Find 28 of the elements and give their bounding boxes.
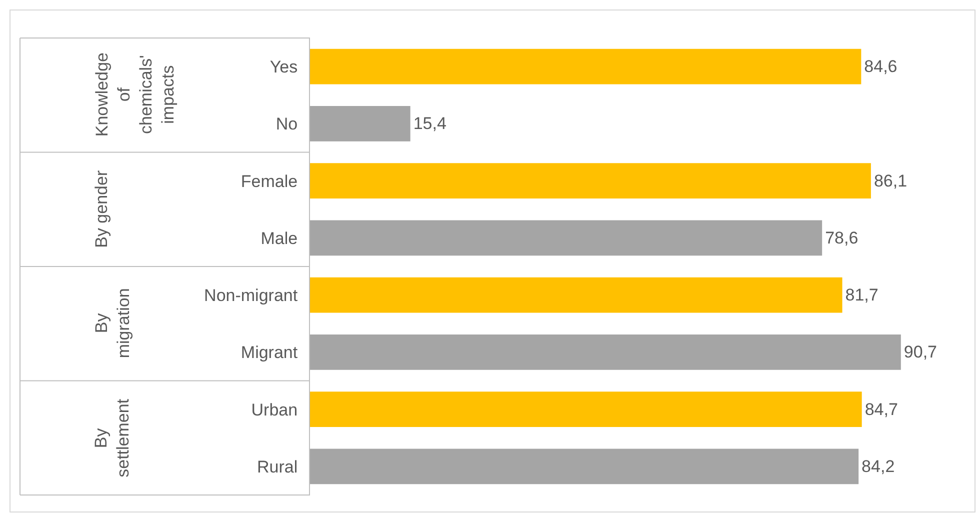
bar <box>310 106 410 142</box>
text: By migration <box>92 288 133 358</box>
data-label: 78,6 <box>825 228 858 248</box>
text: By settlement <box>92 398 133 478</box>
y-tick-label: Male <box>260 228 298 248</box>
y-tick-label: No <box>276 114 298 134</box>
data-label: 84,2 <box>862 456 895 476</box>
data-label: 81,7 <box>845 286 878 305</box>
y-tick-label: Rural <box>256 457 298 476</box>
data-label: 15,4 <box>413 114 446 134</box>
y-tick-label: Urban <box>251 400 298 420</box>
y-tick-label: Migrant <box>240 343 298 362</box>
bar <box>310 392 862 428</box>
bar <box>310 277 842 313</box>
y-tick-label: Yes <box>270 58 298 77</box>
data-label: 90,7 <box>904 342 938 362</box>
text: Knowledge of chemicals' impacts <box>92 52 178 137</box>
bar <box>310 448 859 484</box>
bar <box>310 334 901 370</box>
data-label: 84,6 <box>864 57 898 76</box>
y-tick-label: Female <box>240 172 298 191</box>
data-label: 86,1 <box>874 171 908 190</box>
bar <box>310 163 871 199</box>
bar <box>310 220 822 256</box>
data-label: 84,7 <box>864 400 898 419</box>
y-tick-label: Non-migrant <box>204 286 298 306</box>
bar <box>310 48 862 84</box>
text: By gender <box>92 170 112 248</box>
